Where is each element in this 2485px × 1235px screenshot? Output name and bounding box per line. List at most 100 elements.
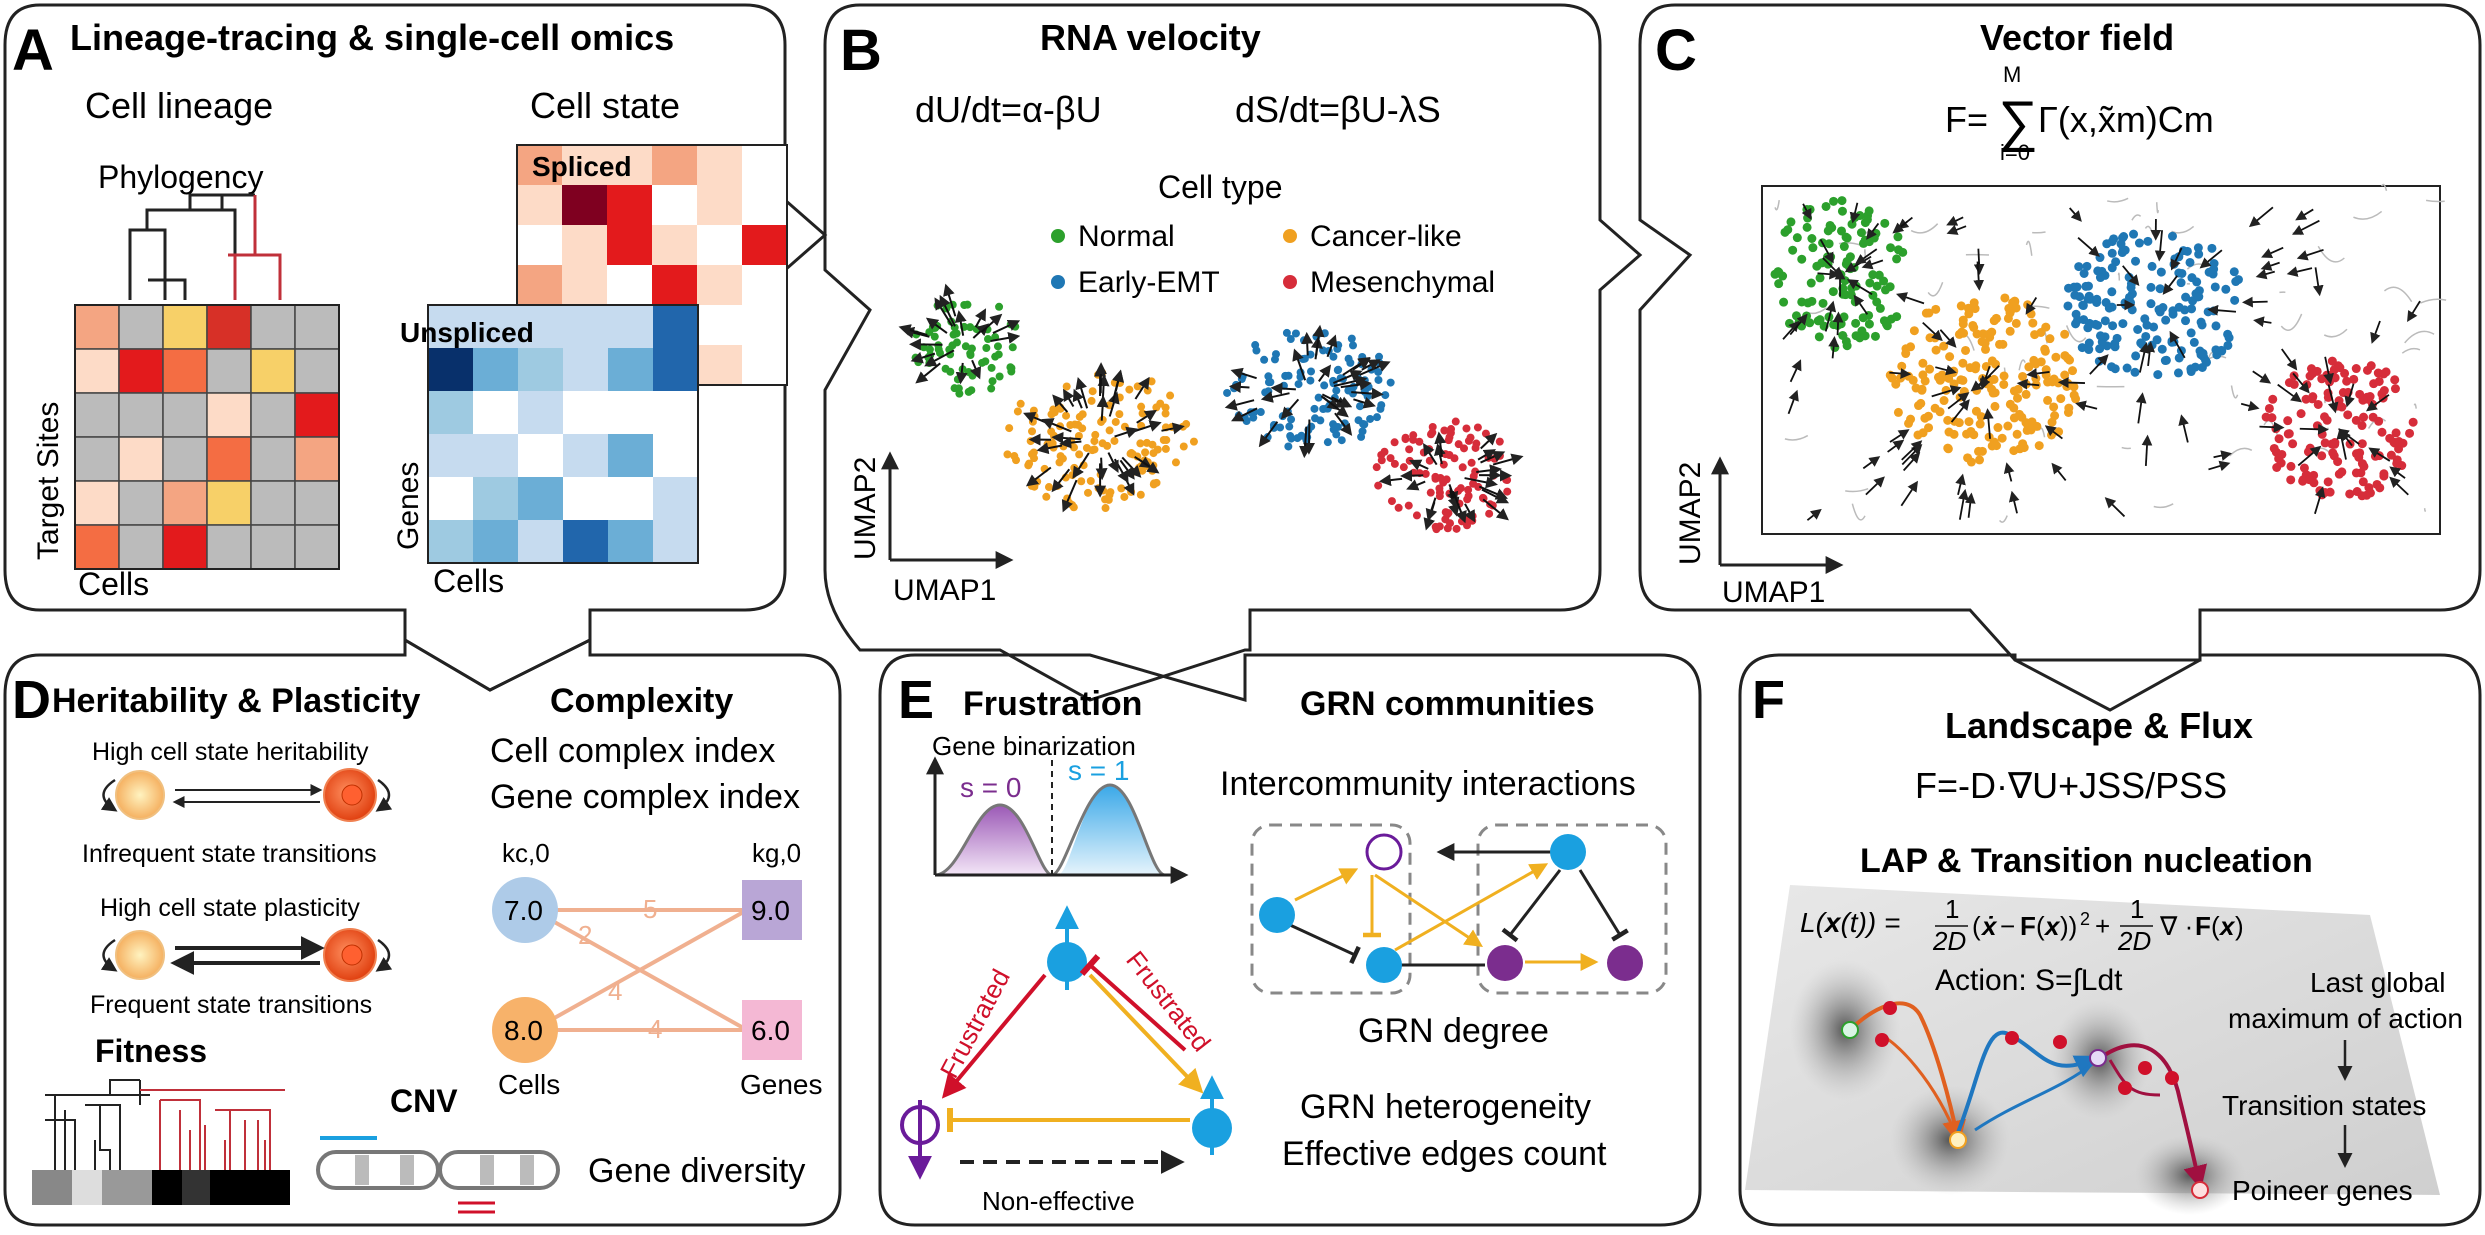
field-cell-point (2109, 234, 2118, 243)
panel-b: B RNA velocity dU/dt=α-βU dS/dt=βU-λS Ce… (840, 17, 1521, 607)
field-cell-point (2014, 385, 2023, 394)
cell-point (1243, 417, 1251, 425)
cell-point (1276, 423, 1284, 431)
cell-point (1381, 391, 1389, 399)
field-cell-point (2345, 489, 2354, 498)
field-cell-point (2387, 451, 2396, 460)
cnv-chromosomes (318, 1138, 558, 1212)
unspliced-cell (563, 391, 608, 434)
unspliced-cell (518, 391, 563, 434)
cell-node-1-label: 7.0 (504, 895, 543, 926)
svg-text:x: x (2218, 911, 2236, 941)
field-cell-point (1993, 423, 2002, 432)
cell-point (1112, 418, 1120, 426)
field-cell-point (1785, 319, 1794, 328)
cells-label-a2: Cells (433, 563, 504, 599)
cell-point (960, 301, 968, 309)
unspliced-cell (653, 305, 698, 348)
field-cell-point (2000, 293, 2009, 302)
fitness-label: Fitness (95, 1033, 207, 1069)
panel-f-title: Landscape & Flux (1945, 705, 2253, 746)
field-cell-point (2204, 307, 2213, 316)
velocity-arrow (1064, 391, 1073, 407)
field-cell-point (2148, 341, 2157, 350)
field-cell-point (2174, 368, 2183, 377)
field-cell-point (2060, 371, 2069, 380)
field-cell-point (2265, 404, 2274, 413)
svg-text:+: + (2095, 911, 2110, 941)
field-cell-point (2063, 354, 2072, 363)
cell-point (1014, 407, 1022, 415)
cell-point (982, 344, 990, 352)
velocity-arrow (1402, 475, 1423, 476)
velocity-arrow (1062, 441, 1082, 443)
cell-point (1005, 424, 1013, 432)
field-cell-point (2359, 462, 2368, 471)
unspliced-cell (428, 477, 473, 520)
field-cell-point (1916, 399, 1925, 408)
lineage-cell (119, 305, 163, 349)
cell-point (1332, 423, 1340, 431)
field-cell-point (1967, 458, 1976, 467)
cell-point (962, 342, 970, 350)
lineage-cell (75, 481, 119, 525)
lineage-cell (163, 481, 207, 525)
kc-label: kc,0 (502, 838, 550, 868)
cell-point (1265, 378, 1273, 386)
cell-point (989, 377, 997, 385)
cell-point (1103, 442, 1111, 450)
field-cell-point (2223, 330, 2232, 339)
grn-degree-label: GRN degree (1358, 1012, 1549, 1050)
field-cell-point (2029, 356, 2038, 365)
spliced-cell (697, 145, 742, 185)
cell-point (1292, 329, 1300, 337)
cell-point (1083, 444, 1091, 452)
field-cell-point (2272, 463, 2281, 472)
field-cell-point (2359, 477, 2368, 486)
field-cell-point (2380, 386, 2389, 395)
genes-label: Genes (392, 462, 425, 550)
lineage-cell (207, 305, 251, 349)
velocity-arrow (976, 310, 985, 327)
cell-point (1472, 444, 1480, 452)
cell-point (1413, 511, 1421, 519)
edge-weight-4a: 4 (608, 976, 622, 1006)
spliced-cell (562, 225, 607, 265)
unspliced-cell (608, 520, 653, 563)
field-arrow (2060, 382, 2085, 383)
panel-letter-d: D (12, 670, 51, 730)
field-cell-point (2190, 338, 2199, 347)
field-cell-point (2049, 402, 2058, 411)
legend-label-normal: Normal (1078, 220, 1175, 253)
field-cell-point (1971, 364, 1980, 373)
field-cell-point (1949, 379, 1958, 388)
field-cell-point (2013, 394, 2022, 403)
field-cell-point (1793, 233, 1802, 242)
cell-point (1089, 387, 1097, 395)
velocity-arrow (1231, 386, 1249, 387)
field-cell-point (2105, 304, 2114, 313)
streamline (2032, 232, 2045, 233)
panel-a: A Lineage-tracing & single-cell omics Ce… (12, 17, 787, 602)
spliced-cell (562, 185, 607, 225)
field-cell-point (1871, 332, 1880, 341)
field-cell-point (2326, 488, 2335, 497)
field-cell-point (2012, 319, 2021, 328)
cell-point (1442, 508, 1450, 516)
plasticity-cells (104, 929, 390, 981)
field-cell-point (2003, 422, 2012, 431)
velocity-arrow (1282, 399, 1298, 417)
field-cell-point (2010, 297, 2019, 306)
lineage-cell (75, 437, 119, 481)
cell-point (1272, 350, 1280, 358)
field-cell-point (1898, 248, 1907, 257)
field-cell-point (1771, 270, 1780, 279)
vf-sum-bottom: i=0 (2000, 140, 2030, 165)
field-cell-point (1931, 305, 1940, 314)
field-cell-point (2083, 323, 2092, 332)
cell-point (1115, 410, 1123, 418)
field-cell-point (1917, 386, 1926, 395)
vf-sum-top: M (2003, 62, 2021, 87)
panel-d-title: Heritability & Plasticity (52, 682, 421, 720)
field-cell-point (2146, 299, 2155, 308)
